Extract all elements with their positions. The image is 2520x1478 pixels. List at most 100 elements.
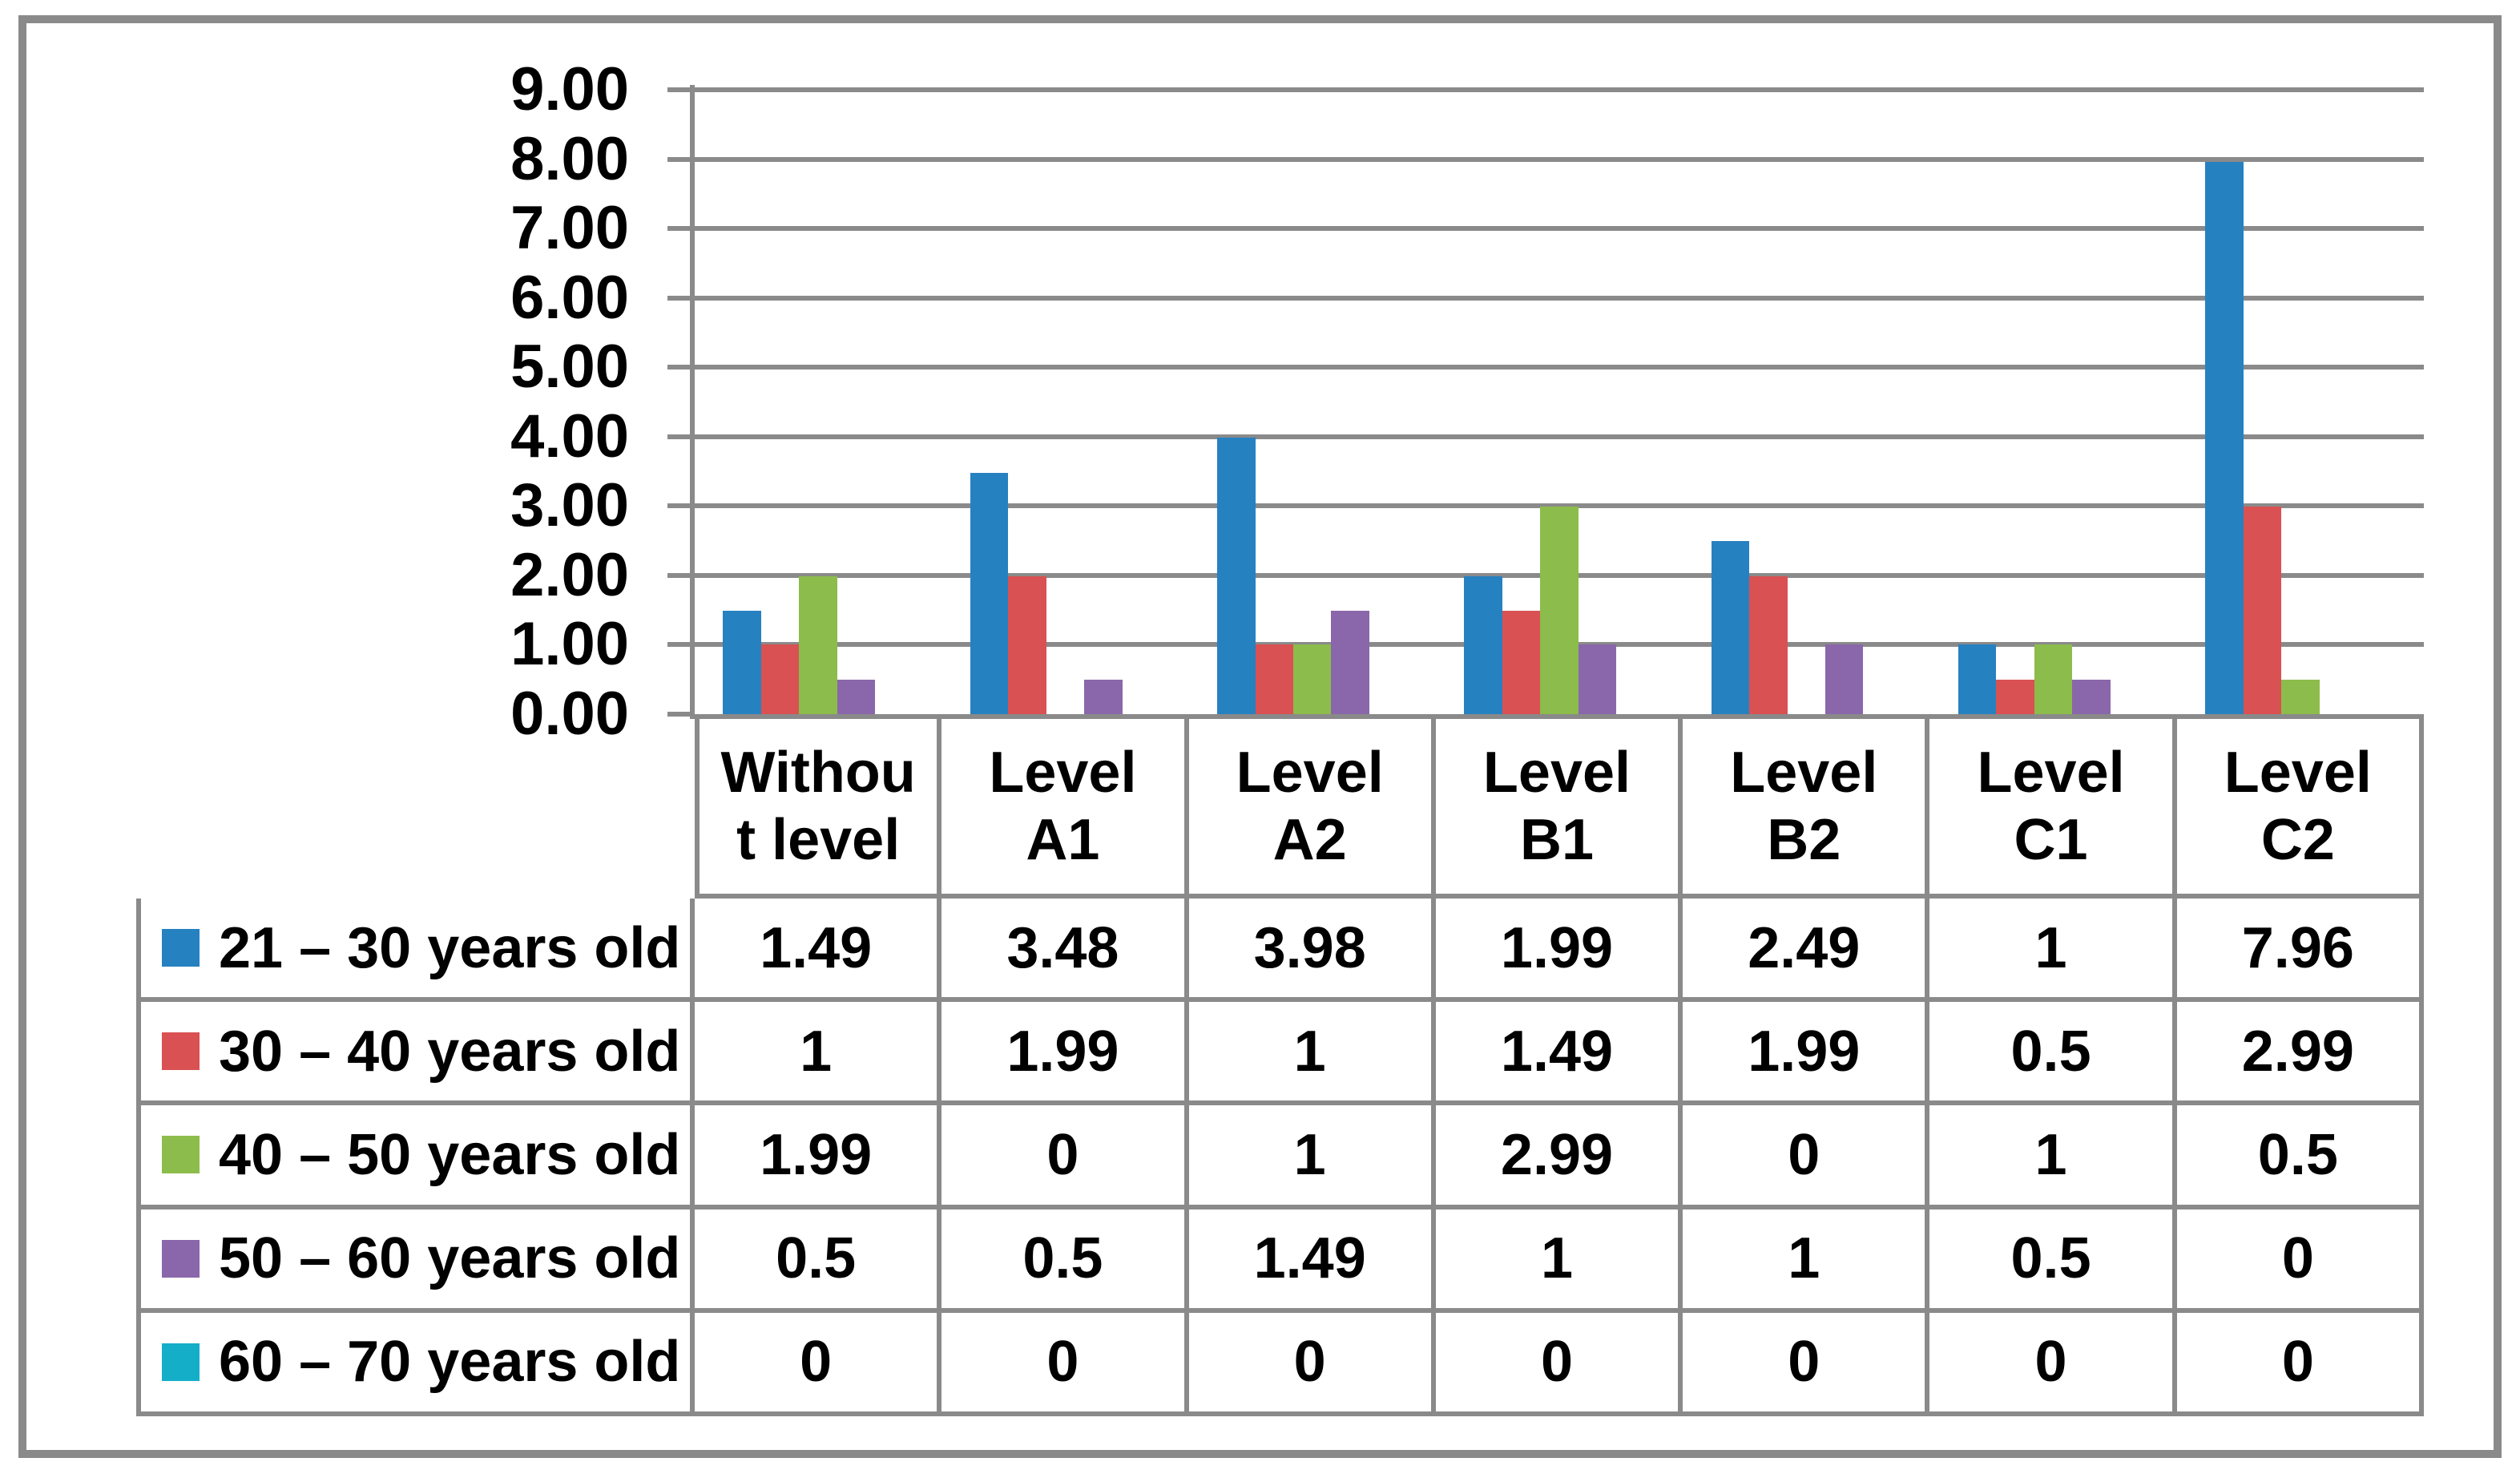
bar xyxy=(1540,507,1579,714)
bar-slot xyxy=(1255,90,1293,714)
bar-slot xyxy=(970,90,1009,714)
category-header-line: Level xyxy=(1977,741,2125,805)
y-axis-tick xyxy=(667,226,695,231)
gridline xyxy=(695,434,2424,439)
category-group xyxy=(1189,90,1436,714)
value-cell: 0 xyxy=(1435,1312,1683,1416)
bar-slot xyxy=(2205,90,2244,714)
bar xyxy=(1578,644,1617,714)
bar-slot xyxy=(1008,90,1046,714)
value-cell: 2.99 xyxy=(2176,1002,2424,1106)
value-cell: 0.5 xyxy=(1929,1209,2177,1313)
y-axis-tick xyxy=(667,434,695,439)
bar xyxy=(1464,576,1502,714)
value-cell: 0 xyxy=(695,1312,942,1416)
bar-slot xyxy=(1540,90,1579,714)
y-axis-line xyxy=(690,85,695,719)
bar-slot xyxy=(799,90,837,714)
value-cell: 0 xyxy=(1929,1312,2177,1416)
bar-slot xyxy=(1123,90,1160,714)
bar xyxy=(2205,162,2244,714)
value-cell: 1.99 xyxy=(1683,1002,1930,1106)
value-cell: 0 xyxy=(1188,1312,1436,1416)
category-group xyxy=(1683,90,1929,714)
legend-cell: 21 – 30 years old xyxy=(136,899,695,1003)
bar-slot xyxy=(1578,90,1617,714)
bar xyxy=(1996,680,2034,714)
bar xyxy=(970,473,1009,714)
value-cell: 7.96 xyxy=(2176,899,2424,1003)
category-header-line: C2 xyxy=(2260,808,2335,872)
y-axis-tick xyxy=(667,712,695,717)
legend-swatch xyxy=(162,1032,200,1071)
category-header-cell: Level C1 xyxy=(1929,714,2177,899)
bar-slot xyxy=(1863,90,1901,714)
value-cell: 0 xyxy=(941,1105,1189,1209)
category-header-line: t level xyxy=(736,808,901,872)
category-header-label: Level B1 xyxy=(1483,739,1631,874)
value-cell: 1 xyxy=(1435,1209,1683,1313)
bar-slot xyxy=(837,90,876,714)
bar-slot xyxy=(1502,90,1541,714)
value-cell: 0 xyxy=(1683,1105,1930,1209)
bar-slot xyxy=(1046,90,1084,714)
category-header-label: Level A1 xyxy=(989,739,1136,874)
value-cell: 3.48 xyxy=(941,899,1189,1003)
bar-slot xyxy=(1369,90,1407,714)
category-header-line: A2 xyxy=(1272,808,1347,872)
bar-slot xyxy=(1464,90,1502,714)
bar xyxy=(2034,644,2073,714)
bar-slot xyxy=(875,90,913,714)
value-cell: 1.49 xyxy=(1188,1209,1436,1313)
category-header-cell: Withou t level xyxy=(695,714,942,899)
y-axis-tick xyxy=(667,87,695,92)
bar-slot xyxy=(1788,90,1825,714)
value-cell: 1 xyxy=(1683,1209,1930,1313)
legend-series-label: 30 – 40 years old xyxy=(219,1019,681,1084)
category-header-cell: Level B1 xyxy=(1435,714,1683,899)
category-header-cell: Level C2 xyxy=(2176,714,2424,899)
y-axis-tick xyxy=(667,573,695,578)
legend-cell: 50 – 60 years old xyxy=(136,1209,695,1313)
bar xyxy=(2243,507,2282,714)
value-cell: 3.98 xyxy=(1188,899,1436,1003)
category-group xyxy=(941,90,1188,714)
y-axis-tick-label: 9.00 xyxy=(510,55,629,123)
category-header-label: Level C2 xyxy=(2224,739,2372,874)
category-header-label: Level A2 xyxy=(1236,739,1384,874)
y-axis-tick-label: 6.00 xyxy=(510,264,629,332)
bar xyxy=(723,611,761,714)
bar-slot xyxy=(1749,90,1788,714)
legend-series-label: 60 – 70 years old xyxy=(219,1330,681,1395)
y-axis-tick xyxy=(667,365,695,370)
bar-slot xyxy=(1292,90,1332,714)
gridline xyxy=(695,296,2424,301)
category-group xyxy=(695,90,941,714)
bar-slot xyxy=(2034,90,2073,714)
value-cell: 0 xyxy=(2176,1209,2424,1313)
bar xyxy=(1331,611,1369,714)
bar xyxy=(1217,438,1256,714)
bar-slot xyxy=(1958,90,1997,714)
value-cell: 1 xyxy=(695,1002,942,1106)
bar xyxy=(1008,576,1046,714)
y-axis-tick xyxy=(667,503,695,508)
bar xyxy=(760,644,800,714)
category-header-label: Level C1 xyxy=(1978,739,2125,874)
category-header-label: Withou t level xyxy=(721,739,916,874)
category-header-line: Level xyxy=(1236,741,1384,805)
bar-slot xyxy=(1825,90,1864,714)
value-cell: 1 xyxy=(1188,1105,1436,1209)
gridline xyxy=(695,87,2424,92)
value-cell: 1.49 xyxy=(1435,1002,1683,1106)
bar-slot xyxy=(1711,90,1750,714)
value-cell: 0 xyxy=(2176,1312,2424,1416)
category-header-line: Level xyxy=(1730,741,1878,805)
category-header-cell: Level A1 xyxy=(941,714,1189,899)
legend-swatch xyxy=(162,1343,200,1381)
category-header-line: Level xyxy=(989,741,1137,805)
category-header-line: Level xyxy=(1482,741,1631,805)
bar xyxy=(1711,541,1750,714)
value-cell: 0.5 xyxy=(2176,1105,2424,1209)
legend-series-label: 21 – 30 years old xyxy=(219,915,681,980)
